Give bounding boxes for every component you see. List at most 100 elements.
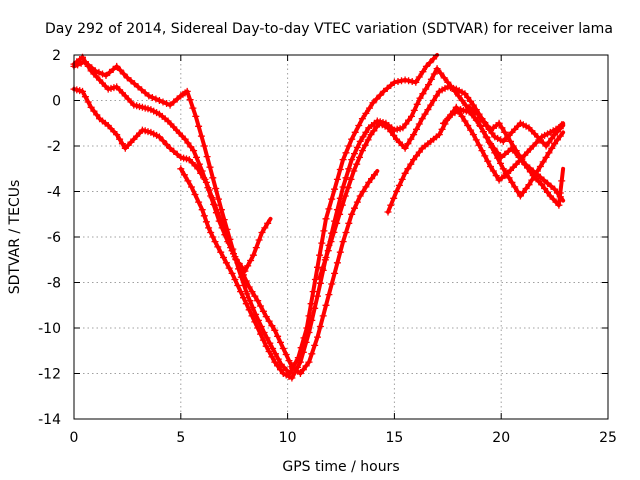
data-point: [494, 154, 502, 162]
data-point: [245, 306, 253, 314]
data-point: [331, 269, 339, 277]
data-point: [74, 61, 82, 69]
data-point: [509, 142, 517, 150]
chart-title: Day 292 of 2014, Sidereal Day-to-day VTE…: [45, 21, 613, 37]
data-point: [399, 124, 407, 132]
data-point: [501, 150, 509, 158]
data-point: [416, 94, 424, 102]
data-point: [184, 139, 192, 147]
data-point: [331, 185, 339, 193]
data-point: [512, 147, 520, 155]
x-tick-label: 15: [385, 430, 403, 446]
data-point: [359, 133, 367, 141]
data-point: [271, 326, 279, 334]
data-point: [268, 322, 276, 330]
data-point: [440, 74, 448, 82]
data-point: [541, 185, 549, 192]
data-point: [368, 175, 376, 183]
data-point: [485, 138, 493, 146]
data-point: [187, 143, 195, 151]
data-point: [488, 129, 496, 137]
data-point: [170, 98, 178, 106]
data-point: [262, 342, 270, 350]
data-point: [307, 300, 315, 308]
data-point: [173, 95, 181, 103]
data-point: [145, 92, 153, 100]
data-point: [542, 142, 550, 150]
data-point: [522, 185, 530, 192]
data-point: [258, 229, 266, 236]
data-point: [359, 188, 367, 195]
data-point: [225, 264, 233, 272]
data-point: [320, 227, 328, 235]
data-point: [502, 169, 510, 177]
data-point: [373, 123, 381, 131]
data-point: [225, 239, 233, 247]
data-point: [314, 292, 321, 300]
data-point: [263, 334, 271, 342]
data-point: [548, 144, 556, 152]
data-point: [261, 224, 269, 232]
data-point: [268, 353, 276, 361]
data-point: [195, 122, 203, 130]
data-point: [485, 125, 493, 133]
data-point: [507, 137, 514, 145]
data-point: [394, 78, 402, 85]
data-point: [214, 243, 222, 251]
data-point: [106, 68, 114, 76]
data-point: [358, 147, 366, 155]
data-point: [525, 181, 533, 189]
data-point: [257, 330, 264, 338]
data-point: [266, 339, 274, 347]
data-point: [294, 363, 302, 371]
data-point: [366, 104, 373, 112]
data-point: [353, 198, 361, 206]
data-point: [370, 127, 378, 135]
data-point: [84, 98, 92, 106]
data-point: [404, 165, 412, 173]
data-point: [197, 169, 205, 177]
data-point: [461, 117, 469, 125]
data-point: [299, 348, 307, 356]
x-tick-label: 0: [70, 430, 79, 446]
data-point: [316, 323, 324, 330]
data-point: [193, 153, 200, 161]
data-point: [200, 142, 208, 150]
data-point: [319, 312, 327, 320]
data-point: [127, 77, 135, 85]
data-point: [269, 345, 277, 352]
data-point: [556, 125, 564, 133]
data-point: [413, 152, 420, 160]
data-point: [191, 191, 199, 198]
data-point: [551, 140, 559, 148]
data-point: [336, 166, 344, 173]
x-tick-label: 10: [279, 430, 297, 446]
data-point: [84, 61, 92, 69]
data-point: [342, 174, 350, 182]
y-tick-label: -6: [47, 230, 61, 246]
data-point: [322, 215, 330, 223]
data-point: [474, 110, 482, 118]
data-point: [198, 206, 206, 214]
data-point: [505, 174, 513, 182]
data-point: [209, 174, 217, 182]
data-point: [482, 122, 490, 129]
data-point: [358, 115, 366, 123]
y-tick-label: -14: [38, 412, 61, 428]
data-point: [217, 248, 225, 256]
data-point: [211, 201, 219, 209]
data-point: [231, 253, 239, 261]
y-tick-label: 0: [52, 94, 61, 110]
data-point: [249, 251, 257, 259]
series-pass-6: [386, 105, 566, 214]
data-point: [469, 131, 477, 139]
data-point: [206, 163, 214, 171]
data-point: [327, 238, 335, 246]
data-point: [274, 362, 282, 370]
data-point: [478, 147, 486, 155]
data-point: [393, 188, 400, 195]
data-point: [511, 183, 519, 191]
y-tick-label: -2: [47, 139, 61, 155]
data-point: [237, 288, 245, 296]
